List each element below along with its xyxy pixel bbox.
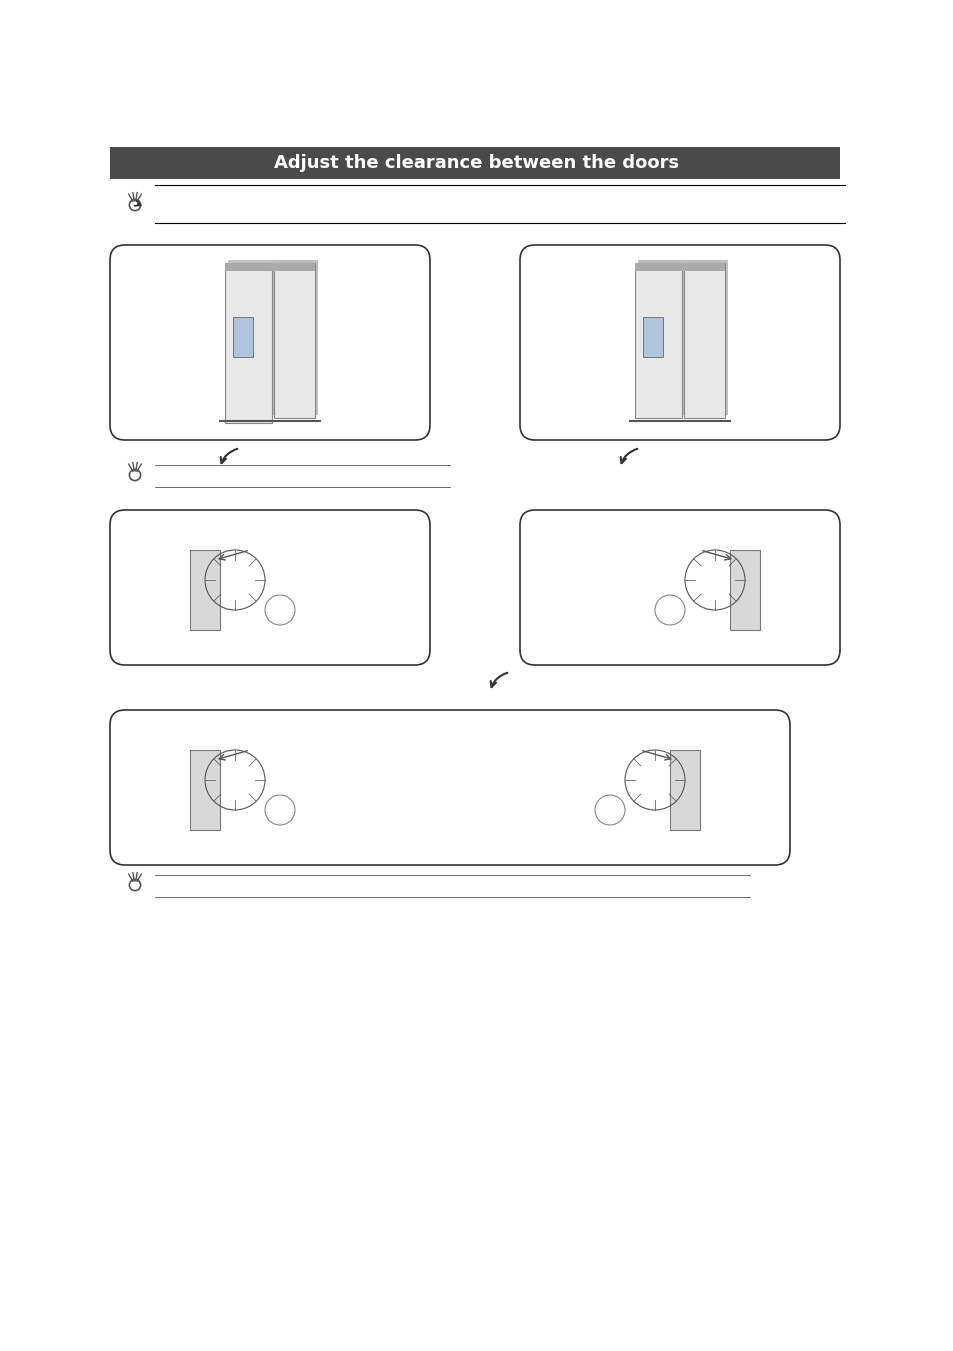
FancyBboxPatch shape <box>228 259 317 415</box>
FancyBboxPatch shape <box>638 259 727 415</box>
Bar <box>233 317 253 357</box>
FancyBboxPatch shape <box>635 263 681 417</box>
Bar <box>190 750 220 830</box>
Text: Adjust the clearance between the doors: Adjust the clearance between the doors <box>274 154 679 172</box>
FancyBboxPatch shape <box>110 711 789 865</box>
Bar <box>642 317 662 357</box>
FancyBboxPatch shape <box>110 245 430 440</box>
Bar <box>729 550 760 630</box>
Bar <box>669 750 700 830</box>
FancyBboxPatch shape <box>519 245 840 440</box>
FancyBboxPatch shape <box>110 147 840 178</box>
Bar <box>635 263 724 272</box>
FancyBboxPatch shape <box>110 509 430 665</box>
FancyBboxPatch shape <box>519 509 840 665</box>
FancyBboxPatch shape <box>683 263 724 417</box>
FancyBboxPatch shape <box>225 267 272 423</box>
Bar <box>225 263 314 272</box>
FancyBboxPatch shape <box>274 263 314 417</box>
Bar <box>190 550 220 630</box>
